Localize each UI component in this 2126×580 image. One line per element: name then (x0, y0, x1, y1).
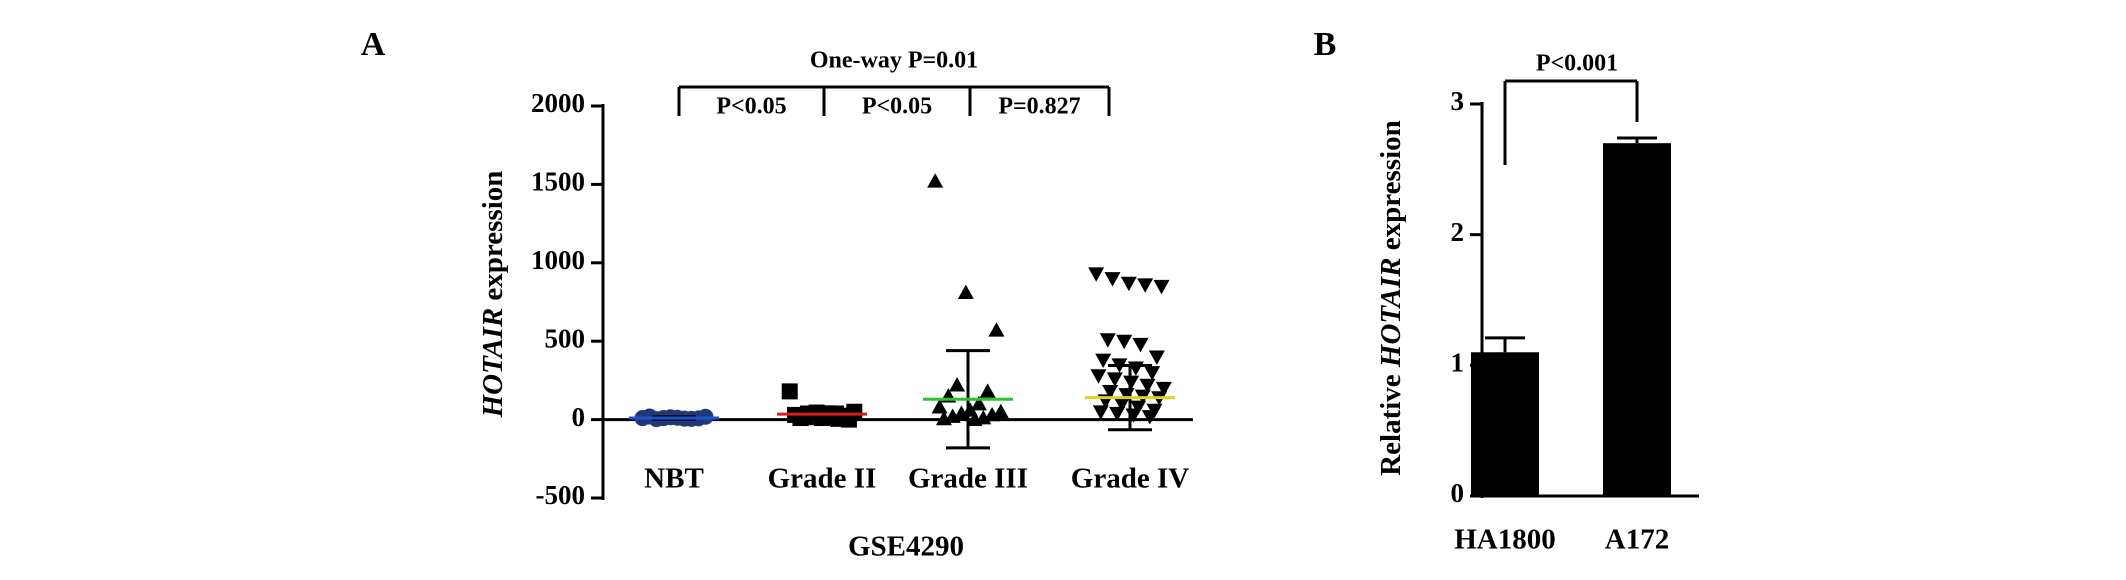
data-point (1153, 279, 1170, 295)
annotation: P<0.05 (862, 94, 932, 120)
annotation: P=0.827 (998, 94, 1080, 120)
data-point (935, 410, 952, 426)
x-tick-label: A172 (1605, 524, 1669, 556)
y-axis-title-part: HOTAIR (477, 308, 509, 419)
data-point (1120, 276, 1137, 292)
data-point (1106, 372, 1123, 387)
data-point (1137, 278, 1154, 293)
x-tick-label: HA1800 (1454, 524, 1556, 556)
data-point (927, 173, 944, 188)
data-point (992, 403, 1009, 419)
data-point (979, 383, 996, 398)
y-tick-label: 0 (572, 402, 586, 432)
y-tick-label: 2000 (531, 88, 585, 118)
y-tick-label: 0 (1451, 478, 1465, 508)
y-axis-title: HOTAIR expression (477, 171, 509, 419)
bar (1603, 143, 1671, 496)
data-point (1148, 350, 1165, 365)
data-point (1102, 384, 1119, 400)
data-point (1104, 272, 1121, 287)
data-point (781, 383, 798, 400)
data-point (953, 405, 970, 420)
annotation: One-way P=0.01 (810, 48, 978, 74)
y-tick-label: 3 (1451, 86, 1465, 116)
y-tick-label: 2 (1451, 217, 1465, 247)
data-point (1130, 400, 1147, 416)
data-point (1155, 381, 1172, 397)
y-tick-label: 1500 (531, 167, 585, 197)
annotation: P<0.001 (1536, 51, 1618, 77)
data-point (949, 377, 966, 392)
data-point (1144, 366, 1161, 381)
y-axis-title-part: expression (1375, 120, 1407, 250)
y-axis-title-part: Relative (1375, 374, 1407, 476)
data-point (1090, 369, 1107, 384)
y-tick-label: 1 (1451, 348, 1465, 378)
y-axis-title: Relative HOTAIR expression (1375, 120, 1407, 476)
y-axis-title-part: expression (477, 171, 509, 301)
y-tick-label: 1000 (531, 245, 585, 275)
data-point (970, 395, 987, 411)
data-point (1141, 410, 1158, 425)
data-point (966, 411, 983, 426)
panel-label: A (361, 26, 386, 63)
annotation: P<0.05 (716, 94, 786, 120)
data-point (1088, 267, 1105, 282)
y-axis-title-part: HOTAIR (1375, 257, 1407, 368)
data-point (1113, 397, 1130, 412)
data-point (1139, 378, 1156, 394)
data-point (1116, 334, 1133, 350)
data-point (957, 284, 974, 299)
y-tick-label: 500 (545, 323, 586, 353)
data-point (1092, 405, 1109, 420)
data-point (1095, 353, 1112, 369)
data-point (944, 408, 961, 423)
x-tick-label: Grade III (908, 463, 1028, 495)
bar (1471, 352, 1539, 496)
x-tick-label: Grade IV (1071, 463, 1189, 495)
data-point (1132, 337, 1149, 353)
data-point (931, 399, 948, 414)
data-point (846, 403, 863, 420)
data-point (1109, 406, 1126, 422)
y-tick-label: -500 (536, 480, 586, 510)
data-point (984, 406, 1001, 422)
panel-label: B (1314, 26, 1337, 63)
data-point (1099, 333, 1116, 348)
data-point (988, 322, 1005, 337)
x-tick-label: NBT (644, 463, 704, 495)
x-tick-label: Grade II (768, 463, 877, 495)
x-axis-title: GSE4290 (848, 531, 964, 563)
